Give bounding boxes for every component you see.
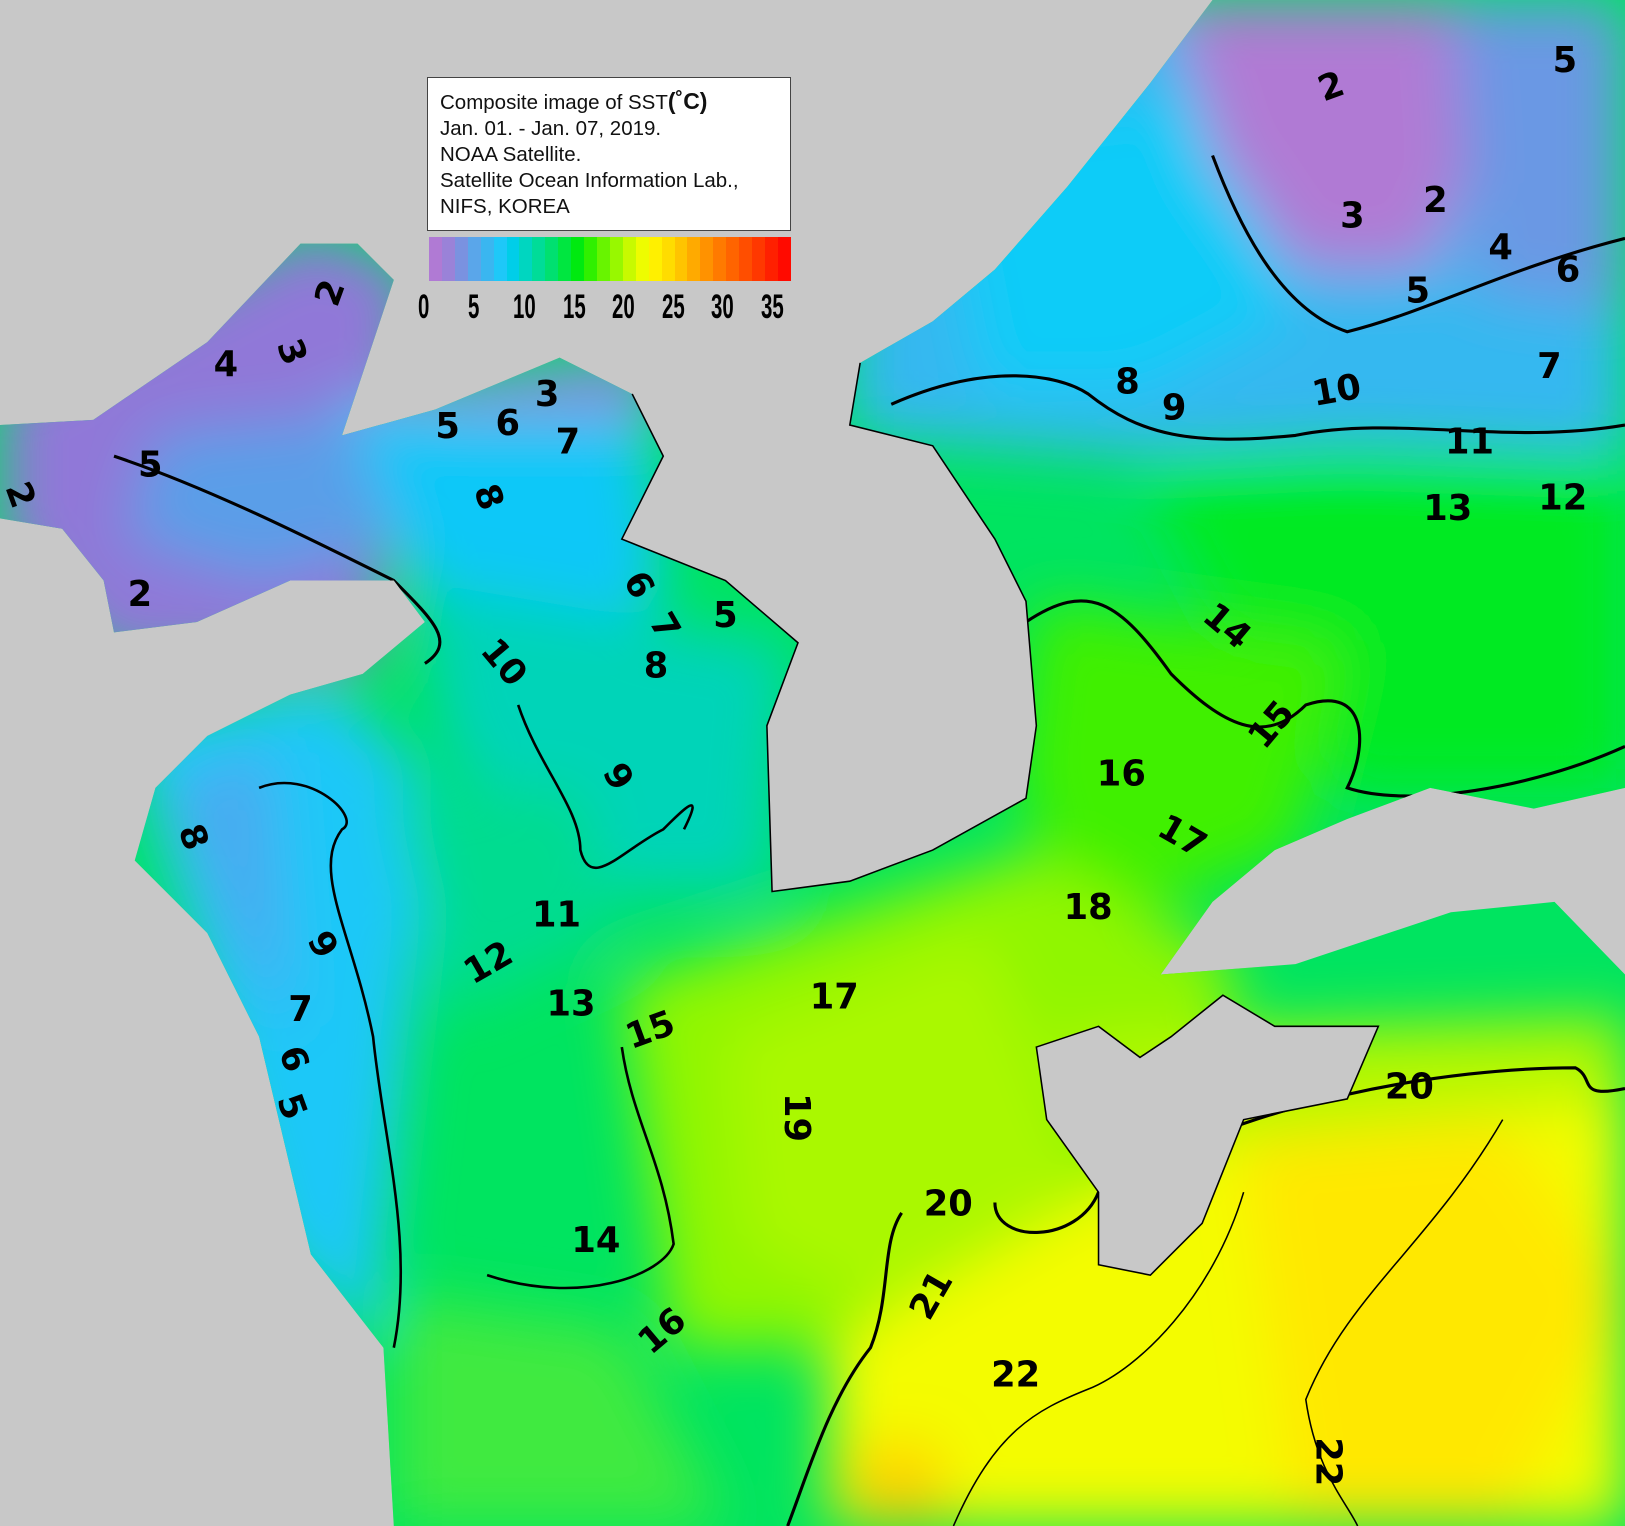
contour-label: 7	[1537, 346, 1562, 387]
contour-label: 20	[1385, 1067, 1434, 1108]
contour-label: 7	[556, 422, 581, 463]
contour-label: 17	[810, 976, 859, 1017]
colorbar-tick-label: 20	[612, 288, 635, 326]
colorbar-swatch	[467, 237, 481, 281]
colorbar-swatch	[661, 237, 675, 281]
contour-label: 5	[713, 595, 738, 636]
colorbar-swatch	[506, 237, 520, 281]
contour-label: 4	[1488, 227, 1513, 268]
colorbar-swatch	[726, 237, 740, 281]
colorbar-swatch	[674, 237, 688, 281]
contour-label: 3	[1340, 196, 1365, 237]
contour-label: 12	[1538, 478, 1587, 519]
colorbar-swatch	[584, 237, 597, 281]
kyushu-land	[1035, 994, 1380, 1276]
contour-label: 11	[532, 894, 581, 935]
legend-unit: (˚C)	[667, 88, 708, 114]
colorbar-swatch	[493, 237, 507, 281]
contour-label: 11	[1445, 422, 1494, 463]
colorbar-swatch	[700, 237, 714, 281]
contour-label: 13	[547, 984, 596, 1025]
contour-label: 4	[214, 344, 239, 385]
colorbar-ticks: 0 5 10 15 20 25 30 35	[418, 288, 803, 330]
colorbar-tick-label: 10	[513, 288, 536, 326]
contour-label: 2	[128, 574, 153, 615]
colorbar	[429, 237, 791, 281]
contour-label: 7	[288, 989, 313, 1030]
colorbar-swatch	[480, 237, 494, 281]
contour-label: 5	[435, 406, 460, 447]
legend-source: NOAA Satellite.	[440, 143, 582, 166]
colorbar-tick-label: 0	[418, 288, 430, 326]
colorbar-swatch	[532, 237, 546, 281]
contour-label: 14	[571, 1220, 620, 1261]
colorbar-swatch	[713, 237, 727, 281]
colorbar-swatch	[752, 237, 765, 281]
colorbar-swatch	[635, 237, 649, 281]
contour-label: 5	[138, 445, 163, 486]
contour-label: 5	[1553, 40, 1578, 81]
contour-label: 6	[1556, 250, 1581, 291]
colorbar-tick-label: 35	[760, 288, 784, 326]
colorbar-swatch	[777, 237, 791, 281]
colorbar-swatch	[648, 237, 662, 281]
contour-label: 6	[496, 403, 521, 444]
legend-lab: Satellite Ocean Information Lab.,	[440, 169, 739, 192]
contour-label: 9	[1162, 387, 1187, 428]
legend-period: Jan. 01. - Jan. 07, 2019.	[440, 117, 662, 140]
colorbar-tick-label: 15	[562, 288, 586, 326]
colorbar-swatch	[739, 237, 753, 281]
colorbar-swatch	[519, 237, 533, 281]
contour-label: 2	[1423, 180, 1448, 221]
contour-label: 19	[776, 1093, 817, 1142]
colorbar-swatch	[609, 237, 623, 281]
coastline	[620, 362, 1038, 893]
colorbar-swatch	[622, 237, 636, 281]
colorbar-tick-label: 25	[661, 288, 685, 326]
contour-label: 5	[1405, 270, 1430, 311]
colorbar-swatch	[429, 237, 442, 281]
contour-label: 13	[1423, 488, 1472, 529]
colorbar-swatch	[596, 237, 610, 281]
contour-label: 20	[924, 1184, 973, 1225]
legend-box: Composite image of SST(˚C) Jan. 01. - Ja…	[427, 77, 791, 231]
colorbar-swatch	[545, 237, 559, 281]
legend-title: Composite image of SST	[440, 91, 668, 114]
contour-label: 8	[1115, 362, 1140, 403]
colorbar-swatch	[687, 237, 701, 281]
colorbar-tick-label: 5	[467, 288, 479, 326]
colorbar-swatch	[764, 237, 778, 281]
contour-label: 22	[1308, 1437, 1349, 1486]
contour-label: 8	[644, 646, 669, 687]
contour-label: 22	[991, 1355, 1040, 1396]
colorbar-tick-label: 30	[711, 288, 734, 326]
contour-label: 10	[1309, 366, 1364, 415]
contour-label: 3	[535, 374, 560, 415]
contour-label: 18	[1064, 887, 1113, 928]
contour-lines	[113, 154, 1625, 1526]
colorbar-swatch	[571, 237, 585, 281]
colorbar-swatch	[558, 237, 572, 281]
colorbar-swatch	[454, 237, 468, 281]
colorbar-swatch	[441, 237, 455, 281]
legend-org: NIFS, KOREA	[440, 195, 570, 218]
contour-label: 16	[1097, 753, 1146, 794]
